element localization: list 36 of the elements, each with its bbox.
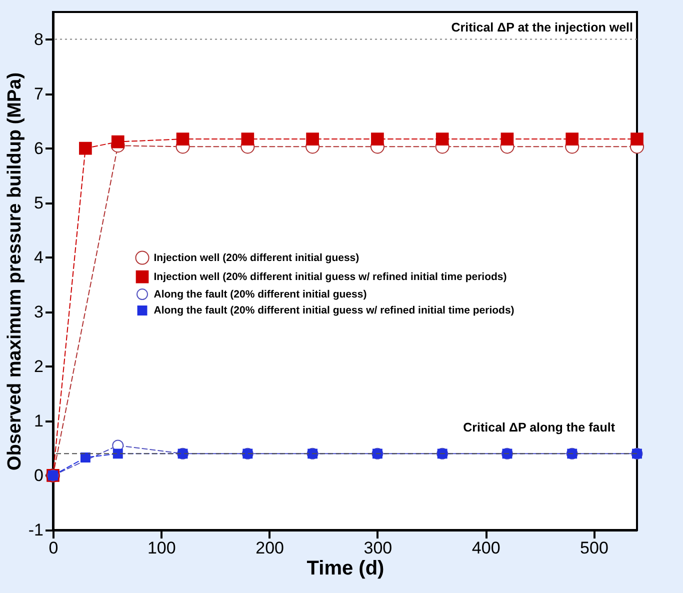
y-tick-label: 0 [34, 466, 44, 485]
y-tick-label: 7 [34, 84, 44, 104]
x-tick-label: 400 [472, 538, 500, 558]
y-tick-label: 1 [34, 411, 44, 430]
point [80, 452, 90, 462]
y-tick-label: 8 [34, 30, 44, 49]
point [79, 142, 92, 155]
point [176, 132, 190, 146]
point [566, 132, 579, 146]
ref-line-label: Critical ΔP along the fault [463, 420, 616, 435]
y-tick-label: -1 [28, 520, 44, 540]
point [371, 132, 384, 146]
point [112, 448, 123, 459]
x-axis-title: Time (d) [306, 558, 384, 580]
point [500, 132, 514, 146]
x-tick-label: 500 [580, 538, 608, 558]
legend-label: Injection well (20% different initial guess) [154, 252, 360, 264]
point [436, 132, 449, 146]
y-tick-label: 2 [34, 356, 44, 376]
point [306, 132, 319, 146]
x-tick-label: 0 [48, 538, 58, 558]
point [630, 132, 644, 146]
point [111, 135, 124, 148]
y-axis-title: Observed maximum pressure buildup (MPa) [4, 72, 26, 471]
point [241, 132, 254, 146]
y-tick-label: 4 [34, 248, 44, 267]
x-tick-label: 300 [364, 538, 392, 558]
legend-label: Along the fault (20% different initial guess) [154, 288, 367, 300]
legend-label: Injection well (20% different initial guess w/ refined initial time periods) [154, 270, 507, 283]
x-tick-label: 200 [256, 538, 284, 558]
y-tick-label: 6 [34, 138, 44, 158]
x-tick-label: 100 [147, 538, 176, 558]
legend-label: Along the fault (20% different initial guess w/ refined initial time periods) [154, 304, 514, 317]
ref-line-label: Critical ΔP at the injection well [451, 20, 633, 34]
y-tick-label: 5 [34, 193, 44, 212]
y-tick-label: 3 [34, 302, 44, 322]
